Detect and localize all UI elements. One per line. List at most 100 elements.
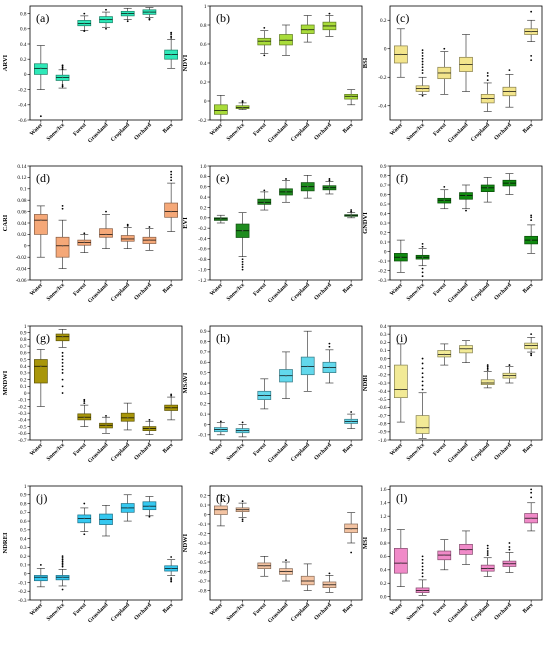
outlier-point (126, 20, 129, 23)
panel-8: -0.1 0 0.1 0.2 0.3 0.4 0.5 0.6 0.7 0.8 0.9 MSAVI (h)… (182, 325, 363, 464)
outlier-point (530, 354, 533, 357)
mean-marker (40, 67, 42, 70)
outlier-point (486, 544, 489, 547)
panel-label: (a) (36, 11, 49, 25)
outlier-point (61, 358, 64, 361)
category-label: Cropland (470, 442, 492, 464)
mean-marker (127, 507, 129, 509)
panel-label: (l) (396, 491, 407, 505)
outlier-point (421, 66, 424, 69)
outlier-point (421, 562, 424, 565)
category-label: Forest (72, 282, 87, 297)
mean-marker (40, 219, 42, 221)
outlier-point (530, 333, 533, 336)
outlier-point (350, 411, 353, 413)
mean-marker (220, 109, 222, 112)
y-tick-label: -0.5 (378, 397, 387, 403)
y-tick-label: -0.3 (18, 411, 27, 417)
y-tick-label: 0.6 (20, 27, 27, 33)
outlier-point (350, 551, 353, 554)
y-tick-label: 0.08 (17, 198, 26, 204)
category-label: Snow/Ice (46, 602, 66, 622)
y-tick-label: -0.5 (198, 560, 207, 566)
category-label: Forest (252, 122, 267, 137)
category-label: Snow/Ice (46, 282, 66, 302)
outlier-point (486, 367, 489, 370)
category-label: Forest (72, 442, 87, 457)
outlier-point (421, 245, 424, 248)
category-label: Snow/Ice (46, 122, 66, 142)
y-tick-label: 0.4 (200, 381, 207, 387)
panel-11: -0.8 -0.7 -0.6 -0.5 -0.4 -0.3 -0.2 -0.1 0 0.1 0.2 N… (182, 485, 363, 625)
box (394, 548, 408, 574)
outlier-point (61, 355, 64, 358)
mean-marker (170, 407, 172, 409)
panel-9: -1.0 -0.9 -0.8 -0.7 -0.6 -0.5 -0.4 -0.3 -0.2 -0.1… (362, 324, 543, 464)
mean-marker (61, 76, 64, 79)
category-label: Orchard (313, 602, 333, 622)
outlier-point (508, 546, 511, 548)
category-label: Cropland (290, 602, 312, 624)
y-tick-label: 0.2 (380, 18, 387, 24)
plot-frame (29, 485, 183, 601)
outlier-point (328, 12, 331, 15)
outlier-point (421, 372, 424, 375)
y-tick-label: 0.02 (17, 232, 26, 238)
y-tick-label: 1 (24, 484, 27, 490)
outlier-point (241, 268, 244, 271)
outlier-point (83, 402, 86, 405)
category-label: Forest (432, 122, 447, 137)
mean-marker (443, 554, 445, 556)
outlier-point (285, 559, 287, 561)
outlier-point (443, 186, 446, 188)
plot-frame (209, 485, 363, 601)
y-tick-label: 0.8 (20, 501, 27, 507)
mean-marker (61, 576, 64, 578)
outlier-point (61, 385, 64, 388)
mean-marker (105, 18, 107, 21)
outlier-point (486, 365, 489, 368)
y-tick-label: 0.6 (200, 42, 207, 48)
outlier-point (421, 63, 424, 66)
panel-label: (b) (216, 11, 230, 25)
mean-marker (263, 565, 265, 567)
y-tick-label: 0.4 (200, 195, 207, 201)
outlier-point (126, 223, 129, 226)
outlier-point (39, 115, 42, 118)
y-tick-label: 0.6 (20, 351, 27, 357)
category-label: Cropland (290, 282, 312, 304)
y-tick-label: 0.04 (17, 221, 26, 227)
y-tick-label: -0.3 (198, 541, 207, 547)
outlier-point (61, 564, 64, 566)
category-label: Water (389, 122, 404, 137)
y-tick-label: -0.1 (18, 580, 27, 586)
category-label: Grassland (87, 442, 110, 465)
category-label: Water (29, 282, 44, 297)
category-label: Bare (162, 282, 175, 295)
outlier-point (486, 554, 489, 556)
category-label: Cropland (470, 282, 492, 304)
outlier-point (170, 173, 173, 176)
panel-10: -0.3 -0.2 -0.1 0 0.1 0.2 0.3 0.4 0.5 0.6 0.7 0.8 0.9… (2, 484, 183, 624)
category-label: Grassland (267, 602, 290, 625)
category-label: Bare (162, 602, 175, 615)
box (99, 228, 113, 238)
y-tick-label: 0 (204, 99, 207, 105)
y-tick-label: -0.2 (198, 118, 207, 124)
outlier-point (105, 414, 107, 417)
panel-label: (j) (36, 491, 47, 505)
y-tick-label: 0.2 (200, 493, 207, 499)
outlier-point (170, 35, 173, 38)
y-tick-label: 0.6 (20, 519, 27, 525)
category-label: Water (29, 602, 44, 617)
outlier-point (61, 588, 64, 591)
category-label: Bare (342, 282, 355, 295)
outlier-point (263, 54, 266, 57)
mean-marker (83, 517, 85, 520)
box (437, 350, 452, 358)
y-tick-label: 0.6 (380, 554, 387, 560)
y-tick-label: 0.4 (380, 211, 387, 217)
outlier-point (61, 558, 64, 561)
outlier-point (61, 207, 64, 210)
